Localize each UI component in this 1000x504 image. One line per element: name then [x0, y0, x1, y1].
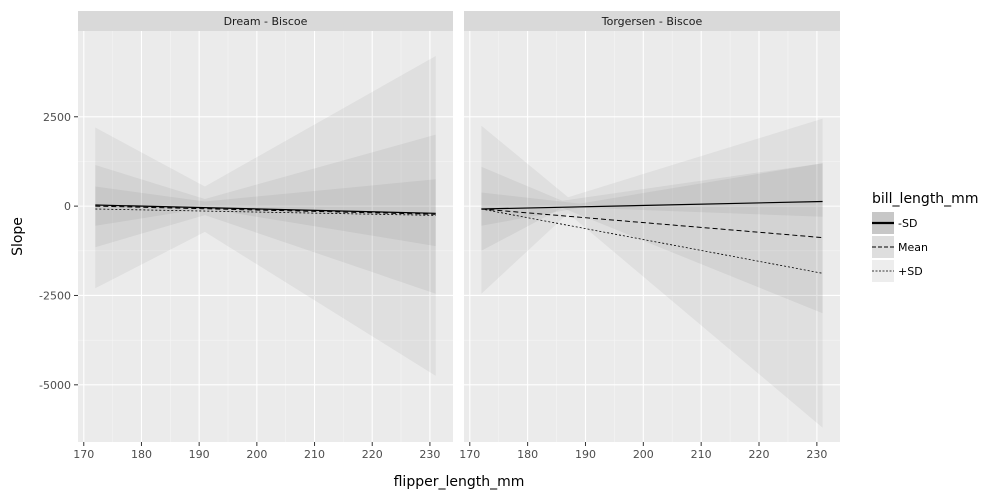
y-tick-label: -5000: [39, 379, 71, 392]
x-tick-label: 190: [189, 448, 210, 461]
facet-strip-label: Dream - Biscoe: [224, 15, 308, 28]
facet-strip: [78, 11, 453, 31]
x-tick-label: 180: [517, 448, 538, 461]
series-line: [481, 208, 823, 274]
x-tick-label: 180: [131, 448, 152, 461]
x-tick-label: 170: [459, 448, 480, 461]
facet-strip-label: Torgersen - Biscoe: [601, 15, 703, 28]
x-tick-label: 190: [575, 448, 596, 461]
facet-panel: Dream - Biscoe 170 180 190 200 210 220 230 2500 0…: [39, 11, 453, 461]
confidence-band: [95, 56, 436, 376]
y-tick-label: 2500: [43, 111, 71, 124]
x-tick-label: 170: [73, 448, 94, 461]
x-tick-label: 220: [362, 448, 383, 461]
legend-label: Mean: [898, 241, 928, 254]
x-tick-label: 200: [246, 448, 267, 461]
series-line: [95, 208, 436, 216]
x-tick-label: 220: [749, 448, 770, 461]
legend: bill_length_mm -SD Mean +SD: [872, 191, 978, 282]
y-tick-label: 0: [64, 200, 71, 213]
x-tick-label: 230: [419, 448, 440, 461]
facet-strip: [464, 11, 840, 31]
confidence-band: [481, 163, 823, 226]
y-axis-title: Slope: [10, 217, 26, 256]
confidence-band: [95, 134, 436, 294]
x-axis-title: flipper_length_mm: [394, 474, 525, 490]
confidence-band: [95, 179, 436, 247]
confidence-band: [481, 163, 823, 314]
legend-key: [872, 236, 894, 258]
series-line: [95, 205, 436, 215]
confidence-band: [481, 118, 823, 428]
series-line: [95, 204, 436, 214]
panel-background: [464, 31, 840, 442]
x-tick-label: 200: [633, 448, 654, 461]
series-line: [481, 208, 823, 239]
legend-label: -SD: [898, 217, 917, 230]
legend-label: +SD: [898, 265, 923, 278]
x-tick-label: 210: [691, 448, 712, 461]
x-tick-label: 210: [304, 448, 325, 461]
legend-title: bill_length_mm: [872, 191, 978, 207]
y-tick-label: -2500: [39, 289, 71, 302]
panel-background: [78, 31, 453, 442]
x-tick-label: 230: [806, 448, 827, 461]
facet-panel: Torgersen - Biscoe 170 180 190 200 210 220 230: [459, 11, 840, 461]
series-line: [481, 200, 823, 210]
